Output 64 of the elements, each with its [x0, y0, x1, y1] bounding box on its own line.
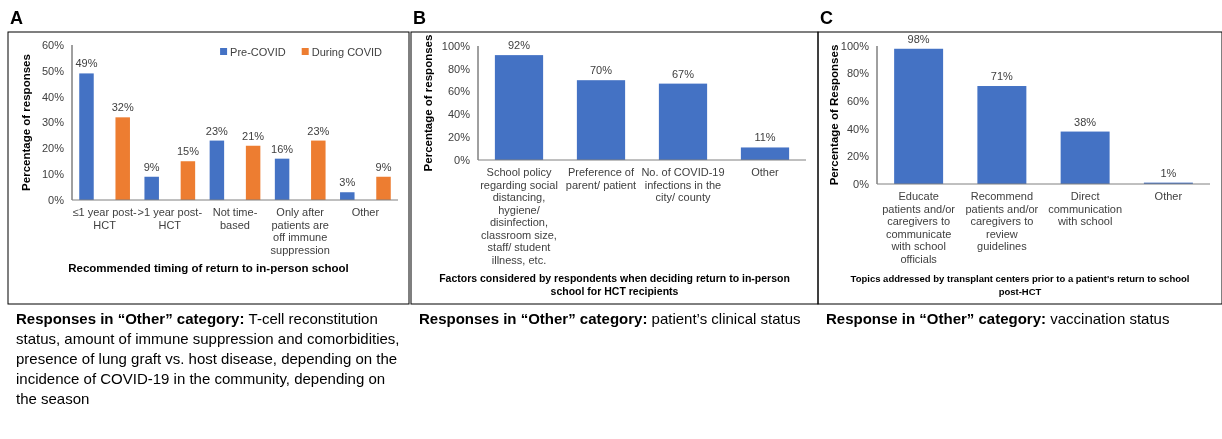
y-tick-label: 40% [447, 108, 471, 121]
data-label: 21% [242, 129, 265, 142]
y-tick-label: 0% [48, 193, 65, 206]
x-tick-label: No. of COVID-19 infections in the city/ county [641, 166, 725, 203]
x-tick-label: Direct communication with school [1048, 190, 1123, 227]
y-tick-label: 0% [853, 177, 870, 190]
x-axis-title: Factors considered by respondents when deciding return to in-person school for HCT recipients [439, 272, 790, 297]
y-tick-label: 0% [454, 153, 471, 166]
text: Responses in “Other” category: patient’s clinical status [419, 310, 801, 327]
y-tick-label: 60% [41, 38, 65, 51]
y-tick-label: 80% [846, 67, 870, 80]
x-tick-label: ≤1 year post-HCT [72, 206, 137, 231]
y-tick-label: 40% [846, 122, 870, 135]
legend-label: Pre-COVID [230, 45, 286, 58]
x-axis-title: Recommended timing of return to in-person school [68, 262, 349, 274]
x-tick-label: Other [751, 166, 780, 178]
y-tick-label: 40% [41, 90, 65, 103]
x-tick-label: Recommend patients and/or caregivers to review guidelines [965, 190, 1039, 252]
x-tick-label: Not time-based [212, 206, 258, 231]
data-label: 23% [307, 124, 330, 137]
data-label: 38% [1074, 115, 1097, 128]
x-tick-label: School policy regarding social distancing, hygiene/ disinfection, classroom size, staff/ student illness, etc. [480, 166, 558, 266]
chart-title: B [413, 8, 426, 28]
x-axis-title: Topics addressed by transplant centers prior to a patient's return to school post-HCT [850, 273, 1190, 297]
data-label: 15% [176, 145, 200, 158]
data-label: 3% [339, 176, 356, 189]
text: Responses in “Other” category: T-cell reconstitution status, amount of immune suppression and comorbidities, presence of lung graft vs. host disease, depending on the incidence of COVID-19 in the community, depending on the season [16, 310, 400, 407]
data-label: 71% [990, 70, 1014, 83]
y-tick-label: 100% [840, 39, 870, 52]
y-axis-title: Percentage of Responses [828, 44, 840, 186]
y-tick-label: 30% [41, 116, 65, 129]
data-label: 9% [143, 160, 160, 173]
data-label: 16% [271, 142, 294, 155]
y-tick-label: 20% [846, 150, 870, 163]
data-label: 98% [907, 32, 930, 45]
x-tick-label: Other [351, 206, 380, 218]
data-label: 9% [375, 160, 392, 173]
data-label: 23% [205, 124, 229, 137]
y-tick-label: 50% [41, 64, 65, 77]
chart-title: A [10, 8, 23, 28]
x-tick-label: >1 year post-HCT [137, 206, 203, 231]
data-label: 67% [671, 67, 695, 80]
y-tick-label: 60% [447, 85, 471, 98]
legend-label: During COVID [311, 45, 383, 58]
y-tick-label: 100% [441, 39, 471, 52]
text: Response in “Other” category: vaccination status [826, 310, 1170, 327]
x-tick-label: Educate patients and/or caregivers to communicate with school officials [882, 190, 956, 265]
x-tick-label: Only after patients are off immune suppression [270, 206, 330, 256]
y-tick-label: 80% [447, 62, 471, 75]
data-label: 1% [1160, 166, 1177, 179]
x-tick-label: Preference of parent/ patient [565, 166, 637, 191]
y-axis-title: Percentage of responses [422, 34, 434, 172]
data-label: 32% [111, 101, 134, 114]
y-tick-label: 60% [846, 95, 870, 108]
y-tick-label: 20% [447, 131, 471, 144]
y-axis-title: Percentage of responses [20, 54, 32, 191]
data-label: 11% [754, 131, 776, 144]
chart-title: C [820, 8, 833, 28]
data-label: 70% [589, 64, 613, 77]
data-label: 49% [75, 57, 98, 70]
y-tick-label: 20% [41, 142, 65, 155]
x-tick-label: Other [1154, 190, 1183, 202]
data-label: 92% [507, 39, 531, 52]
y-tick-label: 10% [41, 168, 65, 181]
